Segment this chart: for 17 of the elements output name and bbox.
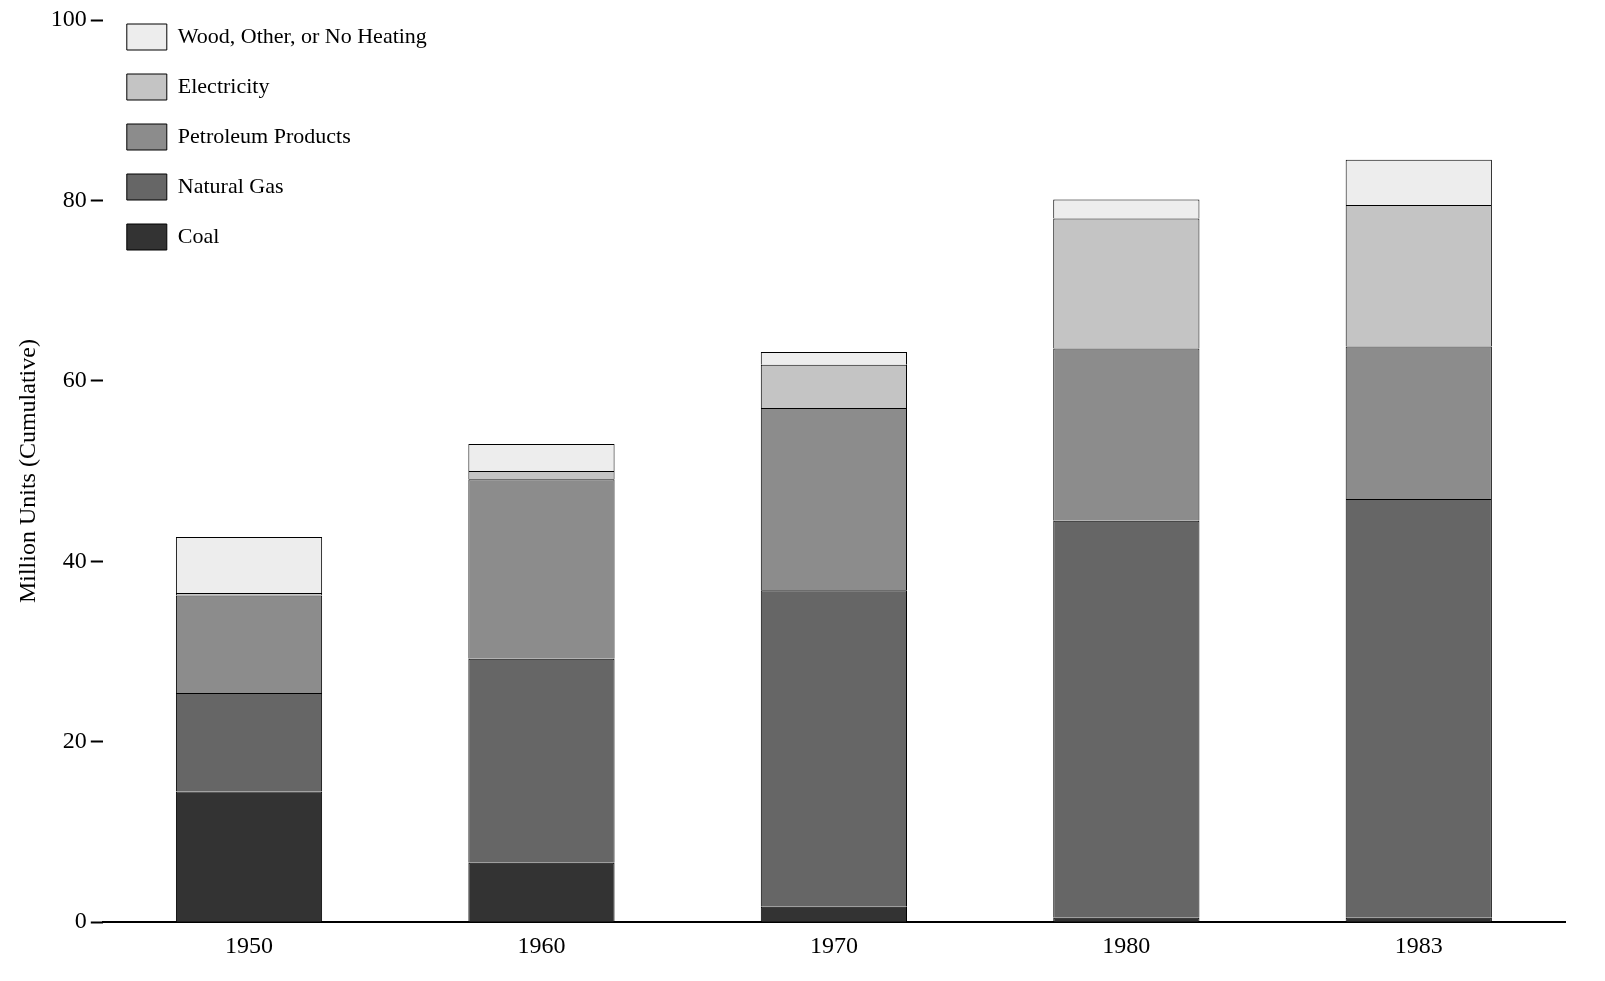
x-tick-label: 1983 [1394, 931, 1443, 958]
y-tick-label: 0 [74, 907, 87, 934]
y-axis-title: Million Units (Cumulative) [13, 339, 40, 604]
y-tick-label: 100 [50, 5, 87, 32]
y-tick-label: 60 [62, 366, 87, 393]
legend-label: Petroleum Products [177, 122, 351, 148]
y-tick-label: 20 [62, 727, 87, 754]
legend-label: Coal [177, 222, 220, 248]
legend-label: Electricity [177, 72, 270, 98]
x-tick-label: 1970 [809, 931, 858, 958]
legend-label: Wood, Other, or No Heating [177, 22, 427, 48]
y-tick-label: 80 [62, 185, 87, 212]
legend-label: Natural Gas [177, 172, 284, 198]
y-tick-label: 40 [62, 546, 87, 573]
x-tick-label: 1950 [225, 931, 274, 958]
x-tick-label: 1960 [517, 931, 566, 958]
x-tick-label: 1980 [1102, 931, 1151, 958]
